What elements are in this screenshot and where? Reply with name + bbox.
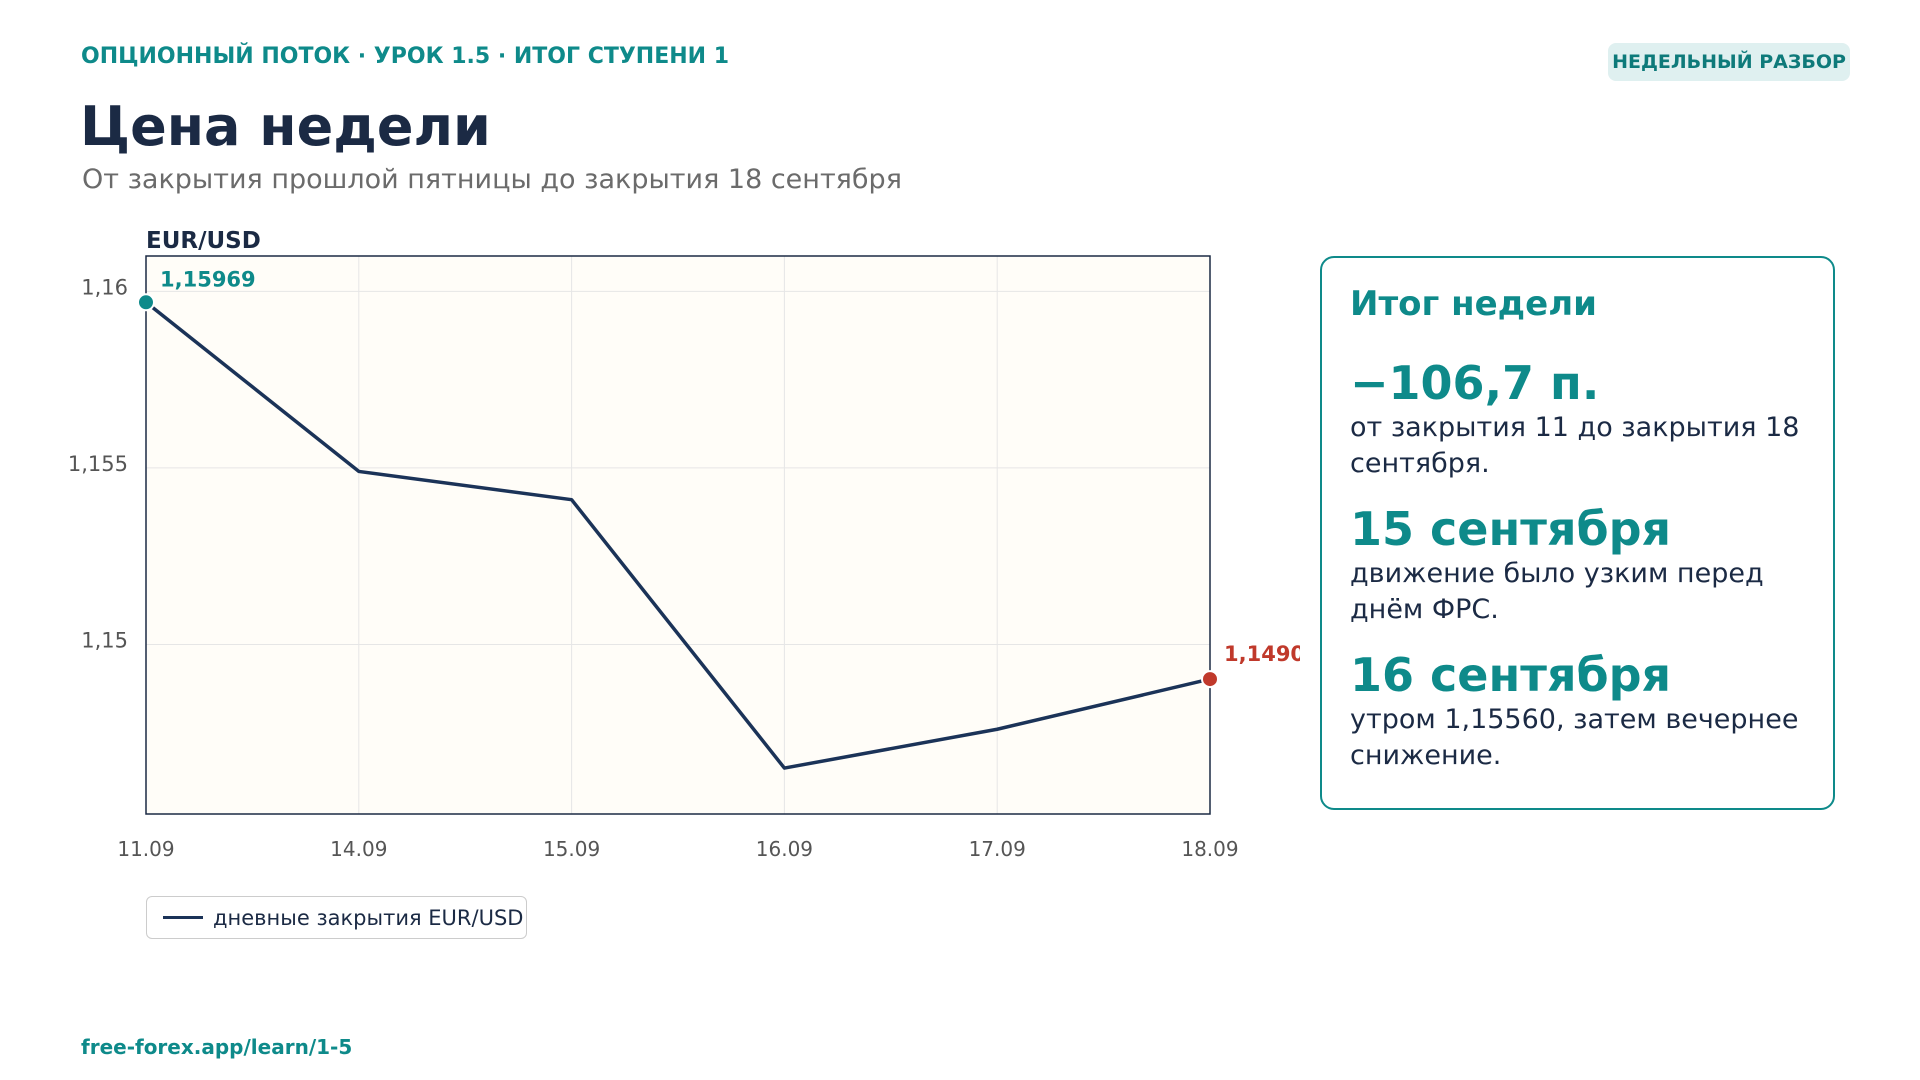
- panel-heading: 16 сентября: [1350, 648, 1672, 702]
- title: Цена недели: [80, 95, 491, 158]
- x-tick-label: 18.09: [1181, 837, 1238, 861]
- legend-swatch: [163, 916, 203, 919]
- marker: [1201, 670, 1219, 689]
- summary-panel: Итог недели −106,7 п. от закрытия 11 до з…: [1320, 256, 1835, 810]
- legend-label: дневные закрытия EUR/USD: [213, 905, 524, 930]
- value-label: 1,15969: [160, 267, 256, 291]
- badge: НЕДЕЛЬНЫЙ РАЗБОР: [1608, 43, 1850, 81]
- panel-heading: −106,7 п.: [1350, 356, 1600, 410]
- plot-frame: [145, 255, 1211, 815]
- y-tick-label: 1,16: [81, 275, 128, 299]
- x-tick-label: 17.09: [969, 837, 1026, 861]
- x-tick-label: 15.09: [543, 837, 600, 861]
- plot-area: [146, 256, 1210, 814]
- panel-text: от закрытия 11 до закрытия 18 сентября.: [1350, 412, 1800, 479]
- marker: [137, 293, 155, 312]
- panel-heading: 15 сентября: [1350, 502, 1672, 556]
- kicker: ОПЦИОННЫЙ ПОТОК · УРОК 1.5 · ИТОГ СТУПЕН…: [81, 44, 730, 69]
- price-line: [144, 300, 1211, 770]
- x-tick-label: 16.09: [756, 837, 813, 861]
- panel-text: утром 1,15560, затем вечернее снижение.: [1350, 704, 1799, 771]
- legend: дневные закрытия EUR/USD: [146, 896, 527, 939]
- footer: free-forex.app/learn/1-5: [81, 1035, 353, 1059]
- panel-text: движение было узким перед днём ФРС.: [1350, 558, 1764, 625]
- y-tick-label: 1,155: [68, 452, 128, 476]
- y-axis-title: EUR/USD: [146, 228, 261, 254]
- y-tick-label: 1,15: [81, 628, 128, 652]
- panel-items: −106,7 п. от закрытия 11 до закрытия 18 с…: [1350, 356, 1805, 774]
- subtitle: От закрытия прошлой пятницы до закрытия …: [82, 164, 902, 195]
- chart: EUR/USD 11.09 14.09 15.09 16.09 17.09 18.09 1,1…: [68, 228, 1300, 861]
- value-label: 1,14902: [1224, 642, 1300, 666]
- panel-title: Итог недели: [1350, 284, 1597, 324]
- x-tick-label: 11.09: [117, 837, 174, 861]
- x-tick-label: 14.09: [330, 837, 387, 861]
